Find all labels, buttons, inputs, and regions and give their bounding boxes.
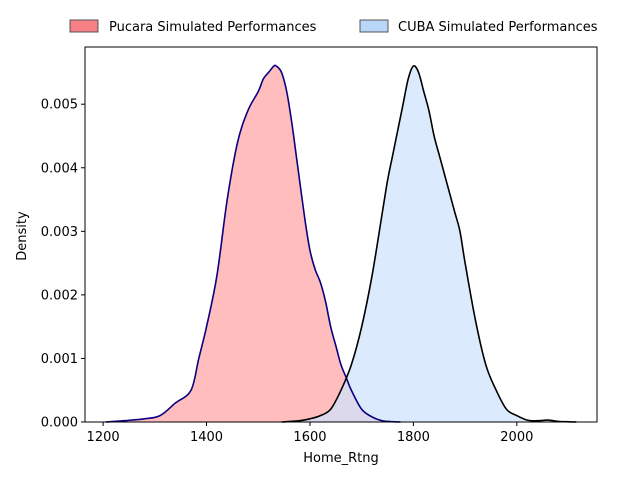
- x-tick-label: 2000: [500, 430, 533, 445]
- legend-swatch-pucara: [69, 19, 99, 33]
- density-area-cuba: [281, 65, 577, 422]
- legend-label-pucara: Pucara Simulated Performances: [109, 20, 317, 35]
- y-tick-label: 0.002: [41, 288, 78, 303]
- y-tick-label: 0.004: [41, 161, 78, 176]
- y-tick-label: 0.003: [41, 225, 78, 240]
- legend-label-cuba: CUBA Simulated Performances: [398, 20, 598, 35]
- legend-swatch-cuba: [359, 19, 389, 33]
- x-tick-label: 1400: [190, 430, 223, 445]
- y-tick-label: 0.005: [41, 98, 78, 113]
- x-tick-label: 1600: [293, 430, 326, 445]
- x-tick-label: 1200: [87, 430, 120, 445]
- density-area-pucara: [105, 65, 401, 423]
- y-axis: 0.000 0.001 0.002 0.003 0.004 0.005: [41, 98, 85, 431]
- density-line-cuba: [281, 65, 577, 423]
- y-axis-label: Density: [15, 211, 30, 261]
- y-tick-label: 0.001: [41, 352, 78, 367]
- plot-areas: [105, 65, 577, 423]
- x-axis: 1200 1400 1600 1800 2000: [87, 422, 533, 445]
- x-axis-label: Home_Rtng: [303, 451, 379, 466]
- y-tick-label: 0.000: [41, 416, 78, 431]
- plot-frame: [84, 46, 598, 423]
- x-tick-label: 1800: [397, 430, 430, 445]
- plot-lines: [105, 64, 577, 423]
- legend: Pucara Simulated Performances CUBA Simul…: [69, 19, 598, 35]
